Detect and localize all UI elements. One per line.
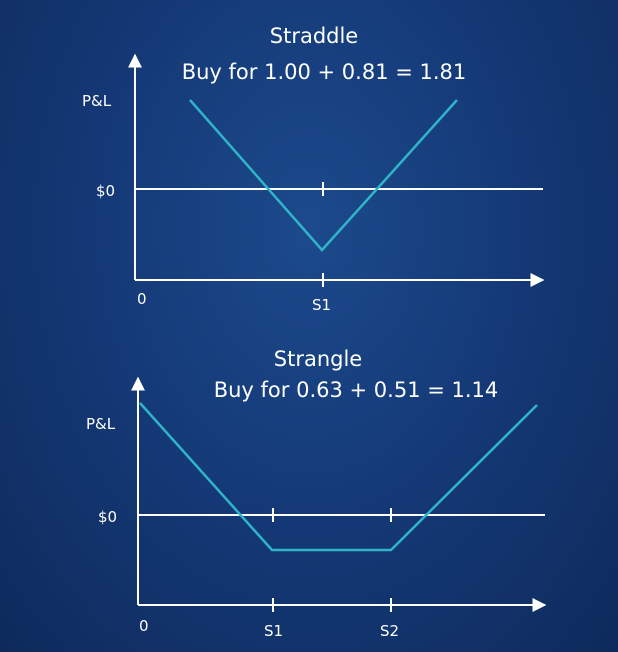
strangle-title: Strangle [273, 347, 363, 371]
strangle-origin-label: 0 [139, 617, 149, 635]
strangle-strike-s1-label: S1 [264, 622, 284, 640]
straddle-origin-label: 0 [137, 290, 147, 308]
straddle-subtitle: Buy for 1.00 + 0.81 = 1.81 [181, 60, 467, 84]
strangle-zero-label: $0 [98, 508, 118, 526]
straddle-y-label: P&L [82, 92, 112, 110]
strangle-y-label: P&L [86, 415, 116, 433]
straddle-title: Straddle [269, 24, 359, 48]
strangle-subtitle: Buy for 0.63 + 0.51 = 1.14 [213, 378, 499, 402]
straddle-payoff-line [189, 99, 458, 252]
straddle-strike-s1-label: S1 [312, 296, 332, 314]
straddle-zero-label: $0 [96, 182, 116, 200]
strangle-payoff-line [139, 402, 538, 552]
strangle-strike-s2-label: S2 [380, 622, 400, 640]
